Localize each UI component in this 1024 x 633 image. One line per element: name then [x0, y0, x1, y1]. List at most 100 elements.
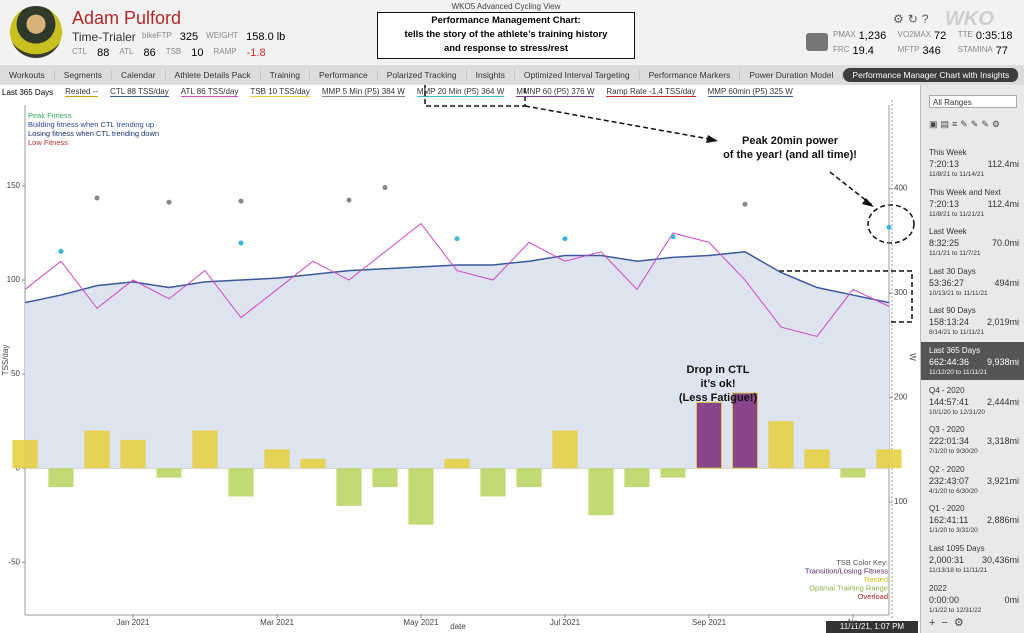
mmp-point	[886, 224, 892, 230]
range-name: This Week and Next	[929, 187, 1001, 197]
metrics: bikeFTP 325 WEIGHT 158.0 lb	[142, 31, 285, 43]
metric-value: 19.4	[852, 45, 874, 57]
metric-value: 158.0 lb	[246, 31, 286, 43]
range-item[interactable]: Last 30 Days 53:36:27 494mi 10/13/21 to 11/…	[921, 263, 1024, 301]
metric-value: 77	[995, 45, 1008, 57]
tab[interactable]: Workouts	[0, 70, 55, 80]
cursor-date-box	[826, 621, 918, 633]
fitness-key: Building fitness when CTL trending up	[28, 120, 154, 129]
tsb-bar	[768, 421, 794, 469]
metric: PMAX 1,236	[833, 30, 892, 42]
range-item[interactable]: Q2 - 2020 232:43:07 3,921mi 4/1/20 to 6/30/…	[921, 461, 1024, 499]
range-dates: 11/1/21 to 11/7/21	[929, 250, 981, 258]
tsb-bar	[876, 449, 902, 469]
right-metrics: PMAX 1,236 VO2MAX 72 TTE 0:35:18 FRC 19.4 MFTP 34…	[833, 30, 1018, 57]
range-item[interactable]: This Week 7:20:13 112.4mi 11/8/21 to 11/14/…	[921, 144, 1024, 182]
range-dates: 11/13/18 to 11/11/21	[929, 567, 988, 574]
range-item[interactable]: Last Week 8:32:25 70.0mi 11/1/21 to 11/7/21	[921, 223, 1024, 261]
sidebar-controls[interactable]: +−⚙	[929, 617, 970, 629]
tsb-bar	[300, 458, 326, 469]
range-row: 7:20:13 112.4mi	[929, 199, 1024, 209]
x-tick-label: No	[848, 618, 859, 627]
range-item[interactable]: Last 90 Days 158:13:24 2,019mi 8/14/21 to 1…	[921, 302, 1024, 340]
cursor-date: 11/11/21, 1:07 PM	[840, 622, 905, 631]
range-distance: 0mi	[1004, 594, 1019, 605]
y-tick-label: 150	[7, 181, 21, 190]
tsb-bar	[588, 468, 614, 516]
range-item[interactable]: Last 1095 Days 2,000:31 30,436mi 11/13/18 t…	[921, 540, 1024, 578]
tsb-bar	[120, 439, 146, 469]
tab[interactable]: Calendar	[112, 70, 166, 80]
range-distance: 494mi	[994, 277, 1019, 288]
tsb-bar	[840, 468, 866, 478]
metric-label: FRC	[833, 45, 850, 54]
fitness-key: Low Fitness	[28, 138, 68, 147]
tab[interactable]: Insights	[467, 70, 515, 80]
x-axis-label: date	[450, 622, 466, 631]
logo: WKO	[945, 8, 994, 30]
metric-value: 325	[179, 31, 199, 43]
annotation: Drop in CTL	[687, 364, 750, 376]
range-item[interactable]: 2022 0:00:00 0mi 1/1/22 to 12/31/22	[921, 580, 1024, 618]
range-name: 2022	[929, 583, 947, 593]
range-distance: 3,318mi	[986, 436, 1019, 447]
tsb-bar	[695, 401, 723, 469]
tab[interactable]: Performance Manager Chart with Insights	[843, 68, 1020, 82]
tsb-bar	[731, 392, 759, 469]
mmp-point	[670, 234, 676, 240]
range-dropdown[interactable]: All Ranges	[929, 95, 1017, 108]
tsb-bar	[192, 430, 218, 469]
tab-more[interactable]: ⌄	[1019, 70, 1024, 81]
avatar[interactable]	[10, 6, 62, 58]
tab[interactable]: Polarized Tracking	[378, 70, 467, 80]
tsb-bar	[660, 468, 686, 478]
sidebar-icons[interactable]: ▣▤≡✎✎✎⚙	[929, 119, 1003, 129]
y2-tick-label: 200	[894, 393, 908, 402]
tsb-key: TSB Color Key:	[836, 558, 888, 567]
tab[interactable]: Segments	[55, 70, 113, 80]
range-item[interactable]: Last 365 Days 662:44:36 9,938mi 11/12/20 to…	[921, 342, 1024, 380]
mmp-point	[382, 185, 388, 191]
tsb-bar	[156, 468, 182, 478]
range-row: 222:01:34 3,318mi	[929, 436, 1024, 446]
range-dates: 10/1/20 to 12/31/20	[929, 408, 986, 416]
range-item[interactable]: Q3 - 2020 222:01:34 3,318mi 7/1/20 to 9/30/…	[921, 421, 1024, 459]
tsb-bar	[480, 468, 506, 497]
range-item[interactable]: Q1 - 2020 162:41:11 2,886mi 1/1/20 to 3/31/…	[921, 500, 1024, 538]
range-time: 7:20:13	[929, 159, 960, 169]
ctl-area	[25, 251, 889, 469]
range-name: Last 90 Days	[929, 306, 976, 316]
range-name: This Week	[929, 148, 967, 157]
annotation: of the year! (and all time)!	[723, 149, 857, 161]
range-distance: 112.4mi	[987, 159, 1019, 169]
tab[interactable]: Performance	[310, 70, 378, 80]
tab[interactable]: Optimized Interval Targeting	[515, 70, 640, 80]
range-item[interactable]: Q4 - 2020 144:57:41 2,444mi 10/1/20 to 12/3…	[921, 382, 1024, 420]
tab[interactable]: Training	[261, 70, 311, 80]
tab[interactable]: Performance Markers	[640, 70, 741, 80]
range-name: Q2 - 2020	[929, 464, 965, 474]
range-dates: 7/1/20 to 9/30/20	[929, 448, 978, 456]
metric-label: MFTP	[897, 45, 920, 54]
range-row: 0:00:00 0mi	[929, 595, 1024, 605]
atl-line	[24, 222, 890, 338]
range-time: 662:44:36	[929, 357, 970, 367]
range-time: 8:32:25	[929, 238, 960, 249]
tab[interactable]: Athlete Details Pack	[166, 70, 261, 80]
range-dates: 11/8/21 to 11/21/21	[929, 210, 985, 218]
legend-item: Ramp Rate -1.4 TSS/day	[606, 87, 696, 97]
legend-item: Rested --	[65, 87, 99, 97]
chart: 11/11/21, 1:07 PM date TSS/day W -500501…	[1, 83, 918, 633]
metric-label: TTE	[957, 30, 973, 39]
ctl-line	[24, 251, 890, 304]
range-name: Q4 - 2020	[929, 385, 965, 395]
legend-item: MMP 60min (P5) 325 W	[707, 87, 793, 97]
range-item[interactable]: This Week and Next 7:20:13 112.4mi 11/8/21 …	[921, 184, 1024, 222]
y2-tick-label: 100	[894, 497, 908, 506]
tab[interactable]: Power Duration Model	[740, 70, 844, 80]
range-distance: 70.0mi	[991, 238, 1019, 249]
range-time: 7:20:13	[929, 198, 960, 209]
toolbar-icons[interactable]: ⚙↻?	[893, 12, 933, 26]
metric: MFTP 346	[898, 45, 952, 57]
legend-item: MMP 5 Min (P5) 384 W	[321, 87, 405, 97]
